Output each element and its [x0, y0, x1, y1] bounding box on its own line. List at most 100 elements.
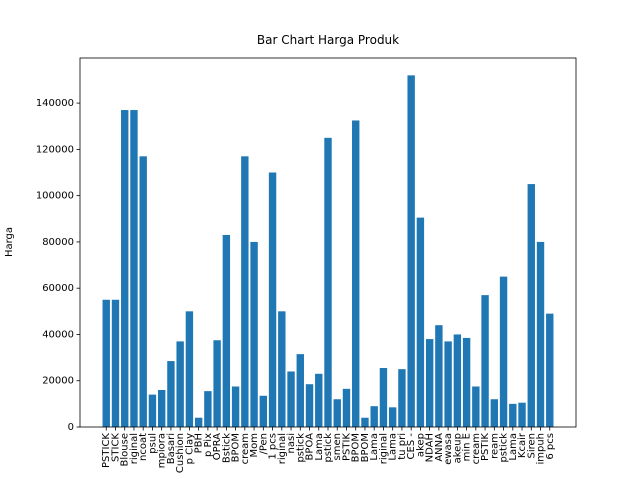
x-tick-label: ANNA [434, 433, 445, 462]
bar [157, 389, 166, 427]
bar [370, 406, 378, 427]
bar [176, 341, 184, 427]
bar [296, 354, 304, 427]
x-tick-label: /Pen [258, 433, 269, 455]
bar [379, 368, 388, 427]
bar [462, 337, 471, 427]
bar [111, 299, 120, 427]
bar [287, 371, 295, 427]
bar [352, 120, 360, 427]
x-tick-label: BPOA [305, 433, 316, 461]
bar [518, 402, 526, 427]
x-tick-label: min E [462, 433, 473, 461]
x-tick-label: cream [240, 433, 251, 464]
x-tick-label: CES - [406, 433, 417, 460]
bar [546, 313, 554, 427]
y-tick-label: 40000 [42, 329, 74, 340]
x-tick-label: riginal [378, 433, 389, 464]
bar [204, 391, 212, 427]
x-tick-label: 6 pcs [545, 433, 556, 460]
bar [121, 110, 129, 428]
bar [398, 369, 406, 427]
bar [499, 276, 508, 427]
bar [278, 311, 286, 427]
x-tick-label: STICK [110, 433, 121, 462]
x-tick-label: Basari [166, 433, 177, 464]
x-tick-label: pstick [499, 433, 510, 463]
x-tick-label: 1 pcs [268, 433, 279, 460]
x-tick-label: p Pix [203, 433, 214, 457]
bar [527, 184, 535, 427]
x-tick-label: Mom [249, 433, 260, 458]
y-tick-label: 140000 [36, 98, 74, 109]
y-tick-label: 60000 [42, 283, 74, 294]
x-tick-label: Cushion [175, 433, 186, 473]
bar [425, 339, 434, 427]
bar [361, 417, 369, 427]
bar [167, 361, 175, 427]
bar [250, 241, 258, 427]
x-tick-label: mpiora [157, 433, 168, 468]
bar [102, 299, 110, 427]
bar [324, 137, 332, 427]
x-tick-label: PSTIK [341, 433, 352, 461]
bar [148, 394, 157, 427]
bar [259, 395, 268, 427]
x-tick-label: OPRA [212, 433, 223, 460]
bar [536, 241, 545, 427]
y-tick-label: 0 [68, 422, 74, 433]
bar [194, 417, 203, 427]
bar [315, 373, 323, 427]
bar [241, 156, 249, 428]
bar [453, 334, 462, 427]
y-axis-label: Harga [4, 227, 15, 257]
plot-frame [79, 57, 577, 428]
y-tick-label: 80000 [42, 237, 74, 248]
bar [222, 234, 231, 427]
x-tick-label: pstick [295, 433, 306, 463]
x-tick-label: p Clay [184, 433, 195, 464]
bar [305, 384, 314, 427]
x-tick-label: Bstick [221, 433, 232, 463]
x-tick-label: BPOM [360, 433, 371, 462]
x-tick-label: NDAH [425, 433, 436, 462]
x-tick-label: ncoat [138, 433, 149, 461]
bar [268, 172, 277, 427]
bar [342, 388, 351, 427]
x-tick-label: riginal [129, 433, 140, 464]
x-tick-label: Lama [314, 433, 325, 461]
bar [388, 407, 397, 427]
x-tick-label: cream [471, 433, 482, 464]
x-tick-label: Lama [388, 433, 399, 461]
bar [509, 403, 517, 427]
x-tick-label: ewasa [443, 433, 454, 465]
y-tick-label: 120000 [36, 144, 74, 155]
x-tick-label: ream [489, 433, 500, 459]
x-tick-label: Siren [526, 433, 537, 459]
x-tick-label: BPOM [231, 433, 242, 462]
bar [185, 311, 194, 427]
bar [472, 386, 480, 427]
x-tick-label: PBH [194, 433, 205, 453]
bar [130, 110, 138, 428]
bar [407, 75, 415, 427]
x-tick-label: PSTIK [480, 433, 491, 461]
x-tick-label: impuh [536, 433, 547, 465]
bar [139, 156, 147, 428]
bar [416, 217, 425, 427]
y-tick-label: 20000 [42, 376, 74, 387]
bar [231, 386, 240, 427]
bar [481, 295, 489, 427]
x-tick-label: tu pri [397, 433, 408, 460]
bar [444, 341, 452, 427]
y-tick-label: 100000 [36, 191, 74, 202]
x-tick-label: akeup [452, 433, 463, 463]
x-tick-label: Kcair [517, 432, 528, 458]
x-tick-label: Blouse [120, 433, 131, 466]
bar [213, 340, 221, 427]
x-tick-label: BPOM [351, 433, 362, 462]
x-tick-label: riginal [277, 433, 288, 464]
bar [435, 325, 443, 427]
